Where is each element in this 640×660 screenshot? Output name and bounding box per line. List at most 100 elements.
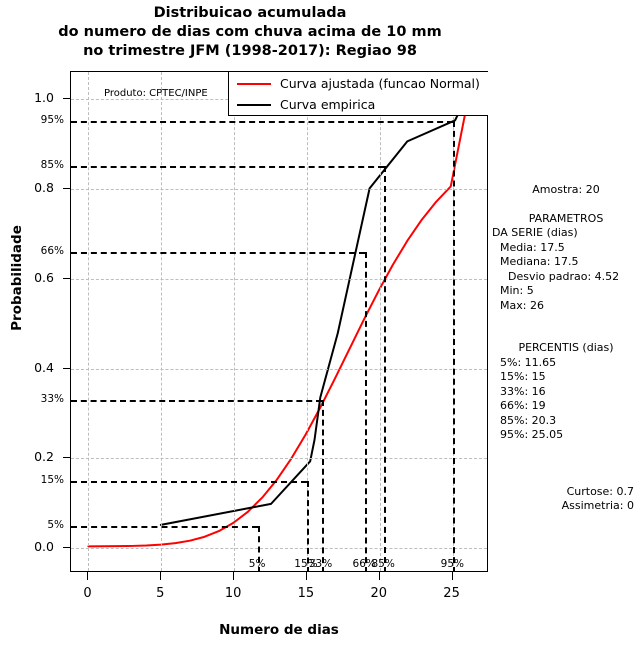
stat-amostra: Amostra: 20 (532, 183, 600, 196)
spacer-5 (492, 457, 640, 471)
percentile-guide-vertical (384, 166, 387, 571)
x-axis-title: Numero de dias (219, 622, 339, 638)
page-title: Distribuicao acumulada do numero de dias… (0, 4, 500, 61)
x-percentile-label: 66% (352, 558, 376, 570)
percentile-guide-horizontal (71, 166, 385, 169)
plot-inner (71, 72, 487, 571)
gridline-horizontal (71, 188, 487, 190)
percentile-guide-horizontal (71, 480, 307, 483)
y-axis-tick-label: 0.8 (34, 179, 54, 195)
percentile-guide-horizontal (71, 400, 322, 402)
x-axis-tick-label: 0 (83, 586, 92, 601)
x-percentile-label: 5% (248, 558, 266, 570)
stat-parametros-header-1: PARAMETROS (528, 211, 604, 225)
curve-layer (87, 97, 467, 548)
x-percentile-label: 15% (294, 558, 318, 570)
y-percentile-label: 95% (40, 114, 64, 127)
stat-p15: 15%: 15 (500, 370, 546, 383)
plot-area (70, 71, 488, 572)
y-axis-tick-label: 0.6 (34, 269, 54, 285)
y-axis-tick (63, 277, 70, 279)
stat-parametros-header-2: DA SERIE (dias) (492, 226, 578, 239)
stat-p33: 33%: 16 (500, 384, 546, 398)
stat-mediana: Mediana: 17.5 (500, 255, 579, 268)
stat-curtose: Curtose: 0.7 (566, 484, 634, 498)
y-percentile-label: 15% (40, 473, 64, 486)
stat-media: Media: 17.5 (500, 240, 565, 254)
legend-item-fitted: Curva ajustada (funcao Normal) (237, 73, 480, 94)
statistics-panel: Amostra: 20 PARAMETROS DA SERIE (dias) M… (492, 183, 640, 514)
x-axis-tick (160, 572, 162, 580)
spacer-2 (492, 313, 640, 327)
legend: Curva ajustada (funcao Normal) Curva emp… (228, 72, 488, 116)
y-axis-tick-label: 0.2 (34, 449, 54, 465)
y-axis-tick (63, 187, 70, 189)
stat-p85: 85%: 20.3 (500, 413, 557, 427)
spacer-4 (492, 443, 640, 457)
x-axis-tick-label: 15 (297, 586, 315, 601)
y-axis-tick-label: 1.0 (34, 89, 54, 105)
x-axis-tick (87, 572, 89, 580)
x-axis-tick-label: 5 (156, 586, 165, 601)
y-axis-tick (63, 367, 70, 369)
percentile-guide-vertical (258, 525, 261, 571)
percentile-guide-horizontal (71, 121, 454, 124)
stat-desvio-padrao: Desvio padrao: 4.52 (508, 269, 620, 283)
x-axis-tick-label: 25 (443, 586, 460, 601)
y-axis-tick (63, 457, 70, 459)
title-line-2: do numero de dias com chuva acima de 10 … (58, 24, 442, 40)
gridline-vertical (452, 72, 454, 571)
percentile-guide-vertical (321, 400, 324, 571)
legend-swatch-fitted-icon (237, 82, 271, 85)
legend-swatch-empirical-icon (237, 103, 271, 106)
y-percentile-label: 5% (47, 518, 64, 531)
curve-fitted (87, 112, 467, 548)
curve-empirical (159, 97, 467, 526)
stat-p95: 95%: 25.05 (500, 428, 564, 441)
x-axis-tick-label: 20 (370, 586, 388, 601)
spacer-3 (492, 327, 640, 341)
y-percentile-label: 33% (40, 393, 64, 405)
gridline-vertical (161, 72, 163, 571)
y-axis-tick-label: 0.0 (34, 539, 54, 555)
x-axis-tick (378, 572, 380, 580)
stat-p05: 5%: 11.65 (500, 355, 557, 369)
y-axis-line (70, 71, 71, 572)
gridline-horizontal (71, 548, 487, 550)
y-axis-tick (63, 97, 70, 99)
gridline-vertical (88, 72, 90, 571)
y-percentile-label: 85% (40, 159, 64, 172)
x-percentile-label: 33% (308, 558, 333, 570)
legend-item-empirical: Curva empirica (237, 94, 375, 115)
x-percentile-label: 85% (371, 558, 395, 570)
gridline-vertical (306, 72, 308, 571)
x-axis-tick (451, 572, 453, 580)
percentile-guide-vertical (453, 121, 456, 571)
percentile-guide-vertical (306, 480, 309, 571)
gridline-vertical (234, 72, 236, 571)
x-axis-tick (305, 572, 307, 580)
spacer-1 (492, 198, 640, 212)
title-line-1: Distribuicao acumulada (153, 5, 347, 21)
x-axis-tick (233, 572, 235, 580)
stat-p66: 66%: 19 (500, 399, 546, 412)
percentile-guide-horizontal (71, 525, 259, 528)
gridline-horizontal (71, 278, 487, 280)
percentile-guide-vertical (365, 251, 368, 571)
stat-min: Min: 5 (500, 284, 534, 297)
y-axis-title: Probabilidade (9, 225, 25, 331)
x-percentile-label: 95% (440, 558, 464, 570)
y-percentile-label: 66% (40, 244, 64, 257)
stat-percentis-header: PERCENTIS (dias) (518, 341, 614, 354)
gridline-horizontal (71, 458, 487, 460)
x-axis-tick-label: 10 (224, 586, 242, 601)
stat-max: Max: 26 (500, 298, 544, 312)
title-line-3: no trimestre JFM (1998-2017): Regiao 98 (83, 43, 417, 59)
percentile-guide-horizontal (71, 251, 366, 254)
y-axis-tick-label: 0.4 (34, 359, 54, 375)
stat-assimetria: Assimetria: 0 (561, 499, 634, 512)
gridline-horizontal (71, 368, 487, 370)
y-axis-tick (63, 547, 70, 549)
spacer-6 (492, 471, 640, 485)
